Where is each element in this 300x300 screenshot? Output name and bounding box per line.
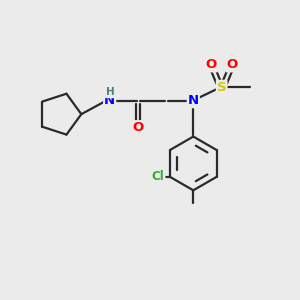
Text: N: N bbox=[188, 94, 199, 107]
Text: O: O bbox=[226, 58, 238, 71]
Text: O: O bbox=[132, 121, 144, 134]
Text: O: O bbox=[206, 58, 217, 71]
Text: Cl: Cl bbox=[152, 170, 164, 183]
Text: N: N bbox=[104, 94, 115, 107]
Text: H: H bbox=[106, 87, 115, 98]
Text: S: S bbox=[217, 81, 226, 94]
